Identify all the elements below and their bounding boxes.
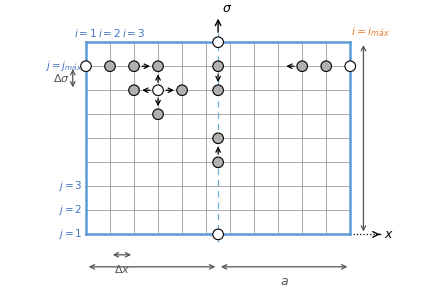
Circle shape [321, 61, 332, 72]
Text: $i=2$: $i=2$ [98, 27, 121, 39]
Text: $j=3$: $j=3$ [58, 179, 82, 193]
Circle shape [213, 37, 224, 48]
Circle shape [177, 85, 187, 95]
Circle shape [129, 85, 139, 95]
Circle shape [153, 61, 163, 72]
Circle shape [213, 85, 224, 95]
Circle shape [213, 61, 224, 72]
Text: $\Delta\sigma$: $\Delta\sigma$ [54, 72, 70, 84]
Text: $i=1$: $i=1$ [74, 27, 98, 39]
Circle shape [297, 61, 308, 72]
Text: $a$: $a$ [280, 275, 289, 288]
Text: $j=2$: $j=2$ [58, 203, 82, 218]
Circle shape [213, 229, 224, 240]
Text: $i=3$: $i=3$ [122, 27, 146, 39]
Text: $x$: $x$ [384, 228, 394, 241]
Text: $j=j_{m\acute{a}x}$: $j=j_{m\acute{a}x}$ [45, 59, 82, 73]
Text: $\Delta x$: $\Delta x$ [114, 263, 130, 275]
Circle shape [213, 157, 224, 168]
Text: $\sigma$: $\sigma$ [222, 1, 232, 14]
Circle shape [345, 61, 356, 72]
Text: $i=i_{m\acute{a}x}$: $i=i_{m\acute{a}x}$ [351, 25, 390, 39]
Text: $j=1$: $j=1$ [58, 227, 82, 241]
Circle shape [105, 61, 115, 72]
Circle shape [153, 85, 163, 95]
Circle shape [129, 61, 139, 72]
Circle shape [213, 133, 224, 144]
Circle shape [153, 109, 163, 119]
Circle shape [81, 61, 91, 72]
